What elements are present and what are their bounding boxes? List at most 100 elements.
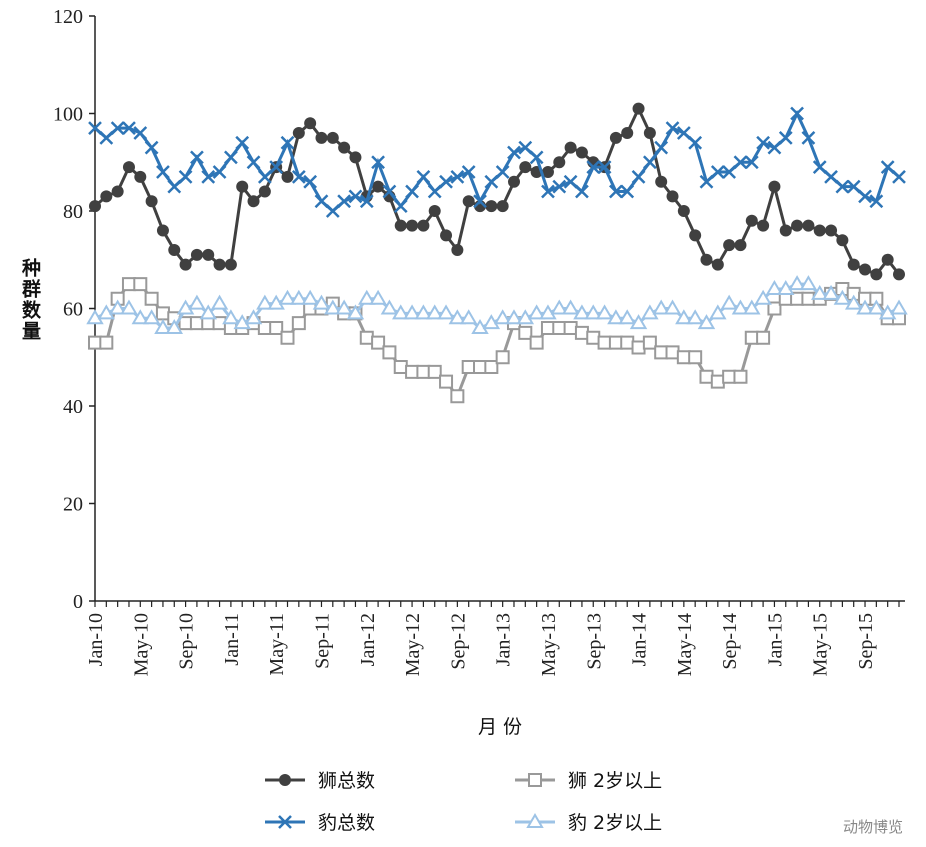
point [496,200,509,213]
point [869,194,884,209]
point [507,145,521,160]
point [202,248,215,261]
x-tick-label: Jan-10 [85,613,107,666]
x-tick-label: May-15 [810,613,832,676]
point [790,106,804,121]
point [890,299,908,315]
point [417,219,430,232]
point [224,258,237,271]
point [881,253,894,266]
point [846,179,861,194]
point [122,121,136,136]
point [618,309,636,325]
point [405,184,419,199]
point [802,219,815,232]
point [495,350,510,365]
point [131,309,150,325]
point [765,280,784,295]
point [372,180,385,193]
point [462,195,475,208]
point [348,189,363,204]
point [810,284,829,300]
point [392,304,410,320]
point [459,309,478,325]
point [304,117,317,130]
point [584,304,602,320]
point [812,160,827,175]
point [595,304,614,320]
point [733,369,748,384]
point [893,268,905,281]
point [427,364,442,379]
x-tick-label: Sep-13 [583,613,605,670]
point [788,275,806,291]
point [142,309,161,325]
point [575,146,588,159]
point [437,304,455,320]
point [697,314,716,330]
point [756,135,770,150]
point [167,179,182,194]
point [280,135,295,150]
x-tick-label: May-13 [538,613,560,676]
point [224,150,238,165]
x-tick-label: May-10 [130,613,152,676]
point [573,304,591,320]
point [269,321,284,335]
point [642,335,657,350]
point [493,309,512,325]
point [144,291,159,306]
point [371,335,386,350]
point [269,160,284,175]
point [280,330,295,345]
y-tick-label: 80 [63,201,83,223]
point [632,102,645,115]
point [290,289,308,305]
point [393,360,408,374]
point [335,299,353,315]
point [655,175,668,188]
legend-label: 狮总数 [318,770,375,792]
point [620,335,635,350]
point [642,155,657,170]
point [440,229,453,242]
point [835,179,850,194]
point [246,155,261,170]
point [405,364,420,379]
point [791,219,804,232]
point [564,141,577,154]
point [188,294,206,310]
y-tick-label: 20 [63,494,83,516]
y-tick-label: 40 [63,396,83,418]
point [326,131,339,144]
point [292,127,305,139]
point [371,155,385,170]
point [382,184,397,199]
point [867,299,886,315]
legend-label: 豹总数 [318,812,375,834]
point [108,299,127,315]
point [301,289,319,305]
point [757,219,770,232]
point [155,306,170,321]
point [291,169,306,184]
point [428,205,441,217]
point [779,224,792,237]
point [710,165,725,179]
point [722,165,737,179]
point [346,304,365,320]
point [643,127,656,139]
point [267,294,285,310]
point [281,170,294,183]
point [156,165,170,179]
point [484,174,499,189]
point [315,131,328,144]
point [134,170,147,183]
point [369,289,387,305]
point [552,179,567,194]
point [756,330,771,345]
point [416,364,431,379]
point [99,130,114,145]
point [529,335,544,350]
